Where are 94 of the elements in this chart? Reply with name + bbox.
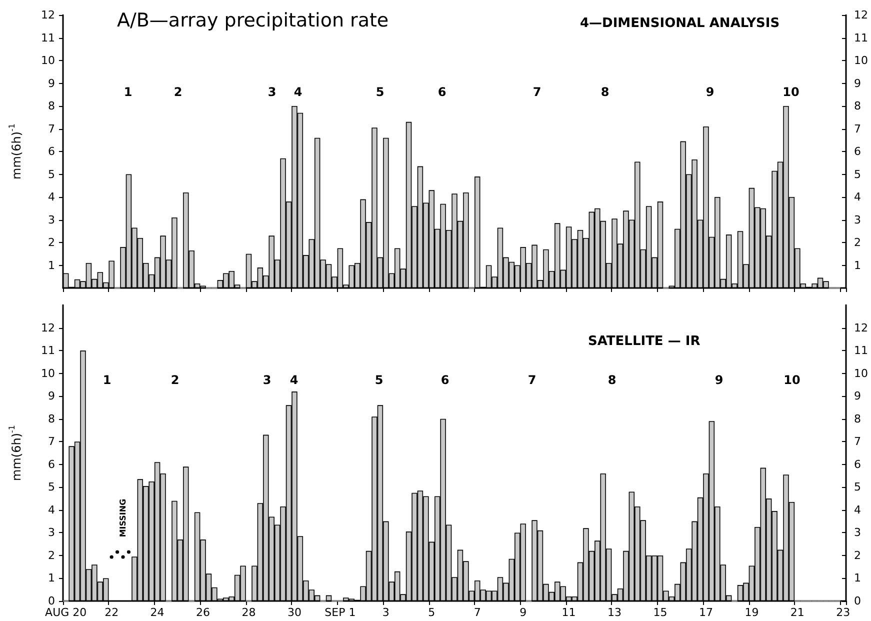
y-tick-label: 0 <box>48 594 55 608</box>
y2-tick-label: 4 <box>854 503 862 516</box>
y-axis-title: mm(6h)-1 <box>8 425 24 481</box>
y2-tick-label: 9 <box>854 390 862 403</box>
annotation: 10 <box>782 85 800 99</box>
x-tick-label: 28 <box>242 606 256 619</box>
y-tick-label: 9 <box>48 390 55 403</box>
y-tick-label: 9 <box>48 76 55 90</box>
annotation: 2 <box>170 373 180 387</box>
y2-tick-label: 8 <box>854 412 862 426</box>
annotation: 5 <box>374 373 384 387</box>
x-tick-label: 7 <box>474 606 481 619</box>
annotation: 8 <box>600 85 610 99</box>
y-tick-label: 1 <box>48 572 55 585</box>
y-tick-label: 3 <box>48 526 55 540</box>
y-tick-label: 2 <box>48 236 55 249</box>
annotation: 10 <box>784 373 800 387</box>
x-tick-label: 21 <box>790 606 804 619</box>
x-tick-label: 26 <box>196 606 210 619</box>
x-tick-label: 9 <box>520 606 527 619</box>
y2-tick-label: 12 <box>854 321 868 334</box>
y-tick-label: 12 <box>41 8 55 22</box>
y-tick-label: 6 <box>48 458 55 471</box>
x-tick-label: 17 <box>698 606 713 619</box>
annotation: 1 <box>102 373 112 387</box>
x-tick-label: AUG 20 <box>45 606 87 619</box>
y-tick-label: 3 <box>48 213 55 226</box>
y-tick-label: 7 <box>48 122 55 136</box>
x-tick-label: 24 <box>150 606 164 619</box>
y2-tick-label: 7 <box>854 122 862 136</box>
annotation: 9 <box>714 373 724 387</box>
y2-tick-label: 4 <box>854 190 862 204</box>
y2-tick-label: 3 <box>854 213 862 226</box>
y2-tick-label: 6 <box>854 458 862 471</box>
y2-tick-label: 8 <box>854 100 862 112</box>
y2-tick-label: 1 <box>854 258 862 272</box>
text: SATELLITE — IR <box>588 334 700 349</box>
annotation: 6 <box>440 373 450 387</box>
y-tick-label: 5 <box>48 168 55 181</box>
x-tick-label: 13 <box>608 606 622 619</box>
y2-tick-label: 11 <box>854 31 868 44</box>
annotation: 7 <box>528 373 536 387</box>
chart-title: A/B—array precipitation rate <box>117 10 389 32</box>
y2-tick-label: 0 <box>854 594 862 608</box>
y2-tick-label: 2 <box>854 236 862 249</box>
y2-tick-label: 11 <box>854 344 868 358</box>
annotation: 5 <box>376 85 384 99</box>
y-tick-label: 5 <box>48 480 55 494</box>
annotation: 9 <box>706 85 714 99</box>
y-tick-label: 10 <box>41 54 55 67</box>
y2-tick-label: 5 <box>854 168 862 181</box>
annotation: 3 <box>268 85 276 99</box>
y-tick-label: 11 <box>41 31 55 44</box>
y-axis-title: mm(6h)-1 <box>8 124 24 180</box>
x-tick-label: 23 <box>836 606 850 619</box>
annotation: 2 <box>174 85 182 99</box>
y2-tick-label: 12 <box>854 8 868 22</box>
annotation: 3 <box>262 373 272 387</box>
x-tick-label: SEP 1 <box>324 606 356 619</box>
y-tick-label: 6 <box>48 145 55 158</box>
y-tick-label: 10 <box>41 366 55 380</box>
y2-tick-label: 1 <box>854 572 862 585</box>
y2-tick-label: 6 <box>854 145 862 158</box>
chart-subtitle: 4—DIMENSIONAL ANALYSIS <box>580 16 780 31</box>
y2-tick-label: 9 <box>854 76 862 90</box>
y2-tick-label: 5 <box>854 480 862 494</box>
y2-tick-label: 10 <box>854 54 868 67</box>
annotation: 7 <box>532 85 542 99</box>
y2-tick-label: 2 <box>854 548 862 562</box>
annotation: 8 <box>608 373 616 387</box>
x-tick-label: 5 <box>428 606 436 619</box>
y2-tick-label: 7 <box>854 435 862 448</box>
x-tick-label: 11 <box>562 606 576 619</box>
annotation: 6 <box>438 85 446 99</box>
x-tick-label: 22 <box>104 606 119 619</box>
x-tick-label: 30 <box>287 606 302 619</box>
y-tick-label: 11 <box>41 344 55 358</box>
annotation: 4 <box>294 85 302 99</box>
y-tick-label: 8 <box>48 412 55 426</box>
y-tick-label: 7 <box>48 435 55 448</box>
y2-tick-label: 10 <box>854 366 868 380</box>
y-tick-label: 1 <box>48 258 55 272</box>
y-tick-label: 2 <box>48 548 55 562</box>
annotation: 1 <box>124 85 132 99</box>
y-tick-label: 12 <box>41 321 55 334</box>
y-tick-label: 4 <box>48 190 55 204</box>
y-tick-label: 4 <box>48 503 55 516</box>
x-tick-label: 3 <box>382 606 390 619</box>
annotation: 4 <box>290 373 298 387</box>
y2-tick-label: 3 <box>854 526 862 540</box>
x-tick-label: 15 <box>653 606 668 619</box>
annotation: MISSING <box>118 498 128 538</box>
y-tick-label: 8 <box>48 100 55 112</box>
x-tick-label: 19 <box>744 606 759 619</box>
